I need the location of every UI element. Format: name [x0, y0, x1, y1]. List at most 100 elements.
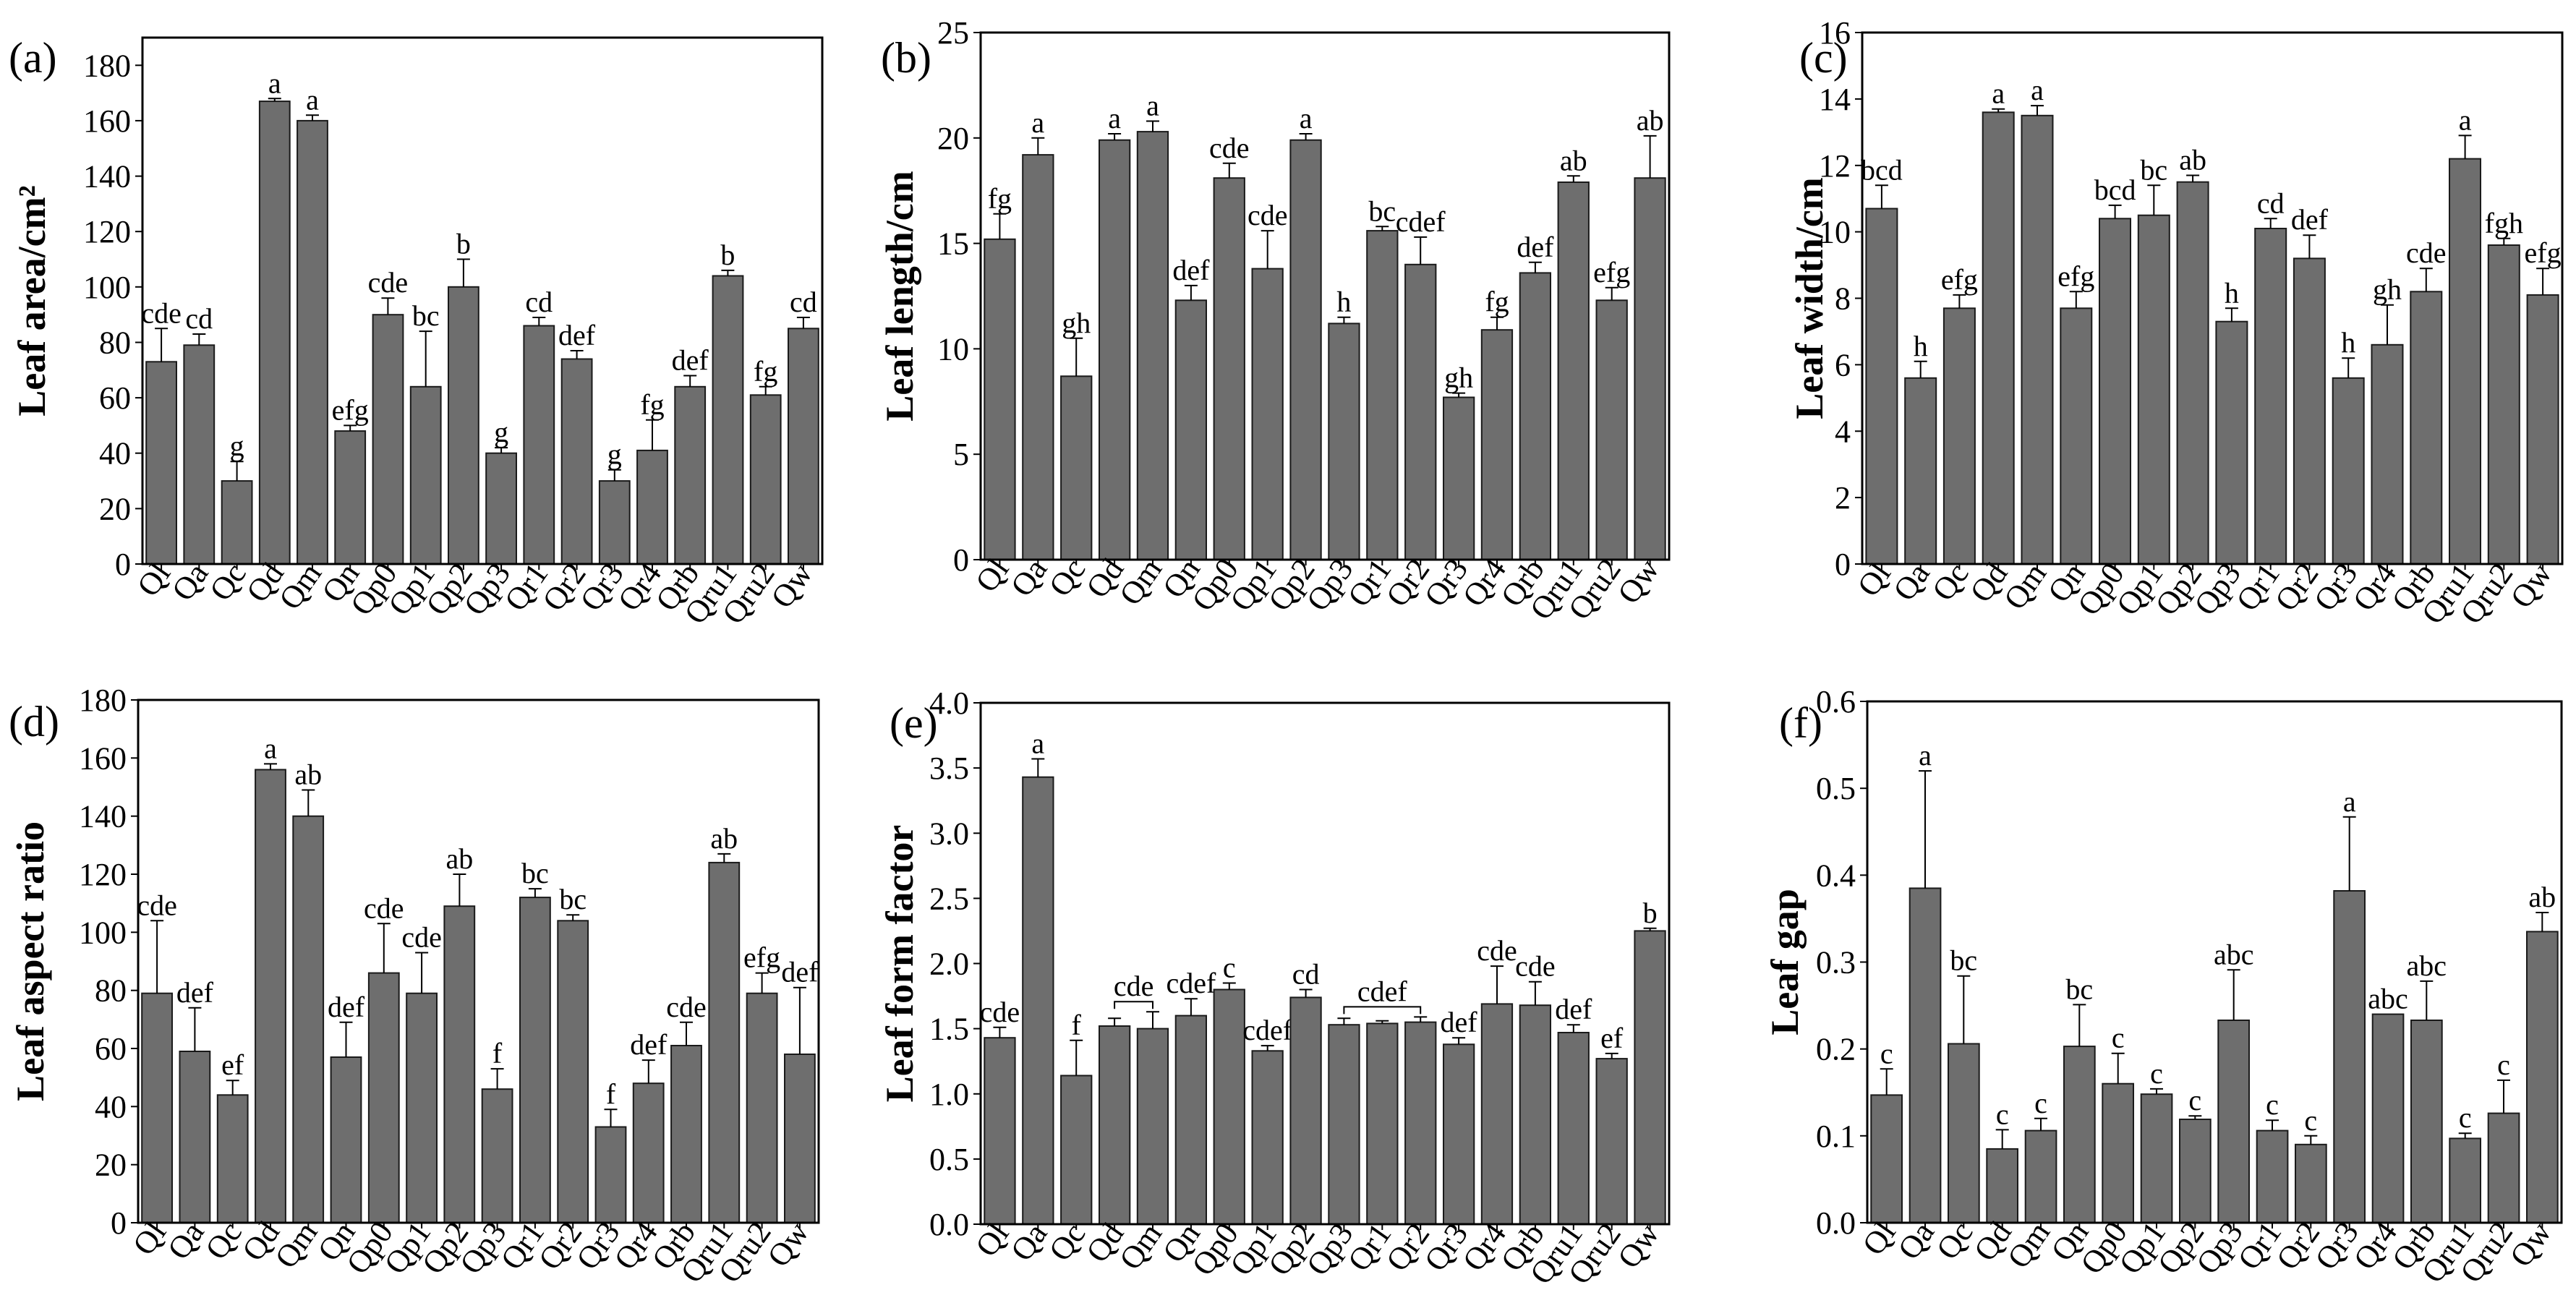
- significance-letter: cd: [2257, 187, 2285, 219]
- bar-Qrb: [670, 1045, 702, 1223]
- y-tick-label: 1.5: [929, 1012, 969, 1047]
- bar-Qp1: [2137, 214, 2170, 565]
- bar-Qr1: [2254, 228, 2287, 565]
- significance-letter: cd: [1292, 958, 1320, 991]
- y-tick-label: 20: [937, 121, 969, 156]
- y-axis-title: Leaf gap: [1763, 889, 1807, 1035]
- bar-Qru1: [2449, 1137, 2482, 1224]
- significance-letter: cde: [666, 991, 707, 1023]
- bar-Qr2: [560, 358, 593, 565]
- significance-letter: def: [672, 344, 709, 377]
- bar-Qp0: [372, 314, 404, 565]
- y-tick-label: 0: [115, 547, 131, 582]
- bar-Qr4: [2371, 343, 2404, 565]
- significance-letter: a: [2459, 103, 2472, 136]
- y-tick-label: 0: [1835, 547, 1851, 582]
- y-tick-label: 80: [95, 973, 127, 1009]
- bar-Qp1: [1251, 1050, 1284, 1226]
- bar-Qru1: [2449, 158, 2481, 565]
- y-tick-label: 3.5: [929, 751, 969, 786]
- x-tick-label: Qw: [764, 556, 819, 614]
- bar-Qw: [2526, 931, 2559, 1224]
- significance-letter: fg: [988, 182, 1012, 215]
- significance-letter: ab: [446, 842, 474, 875]
- y-tick-label: 0.0: [929, 1207, 969, 1242]
- significance-letter: a: [306, 83, 319, 116]
- y-tick-label: 12: [1819, 148, 1851, 184]
- bar-Qru2: [2487, 244, 2520, 565]
- significance-letter: abc: [2407, 949, 2447, 982]
- significance-letter: cd: [790, 286, 817, 318]
- significance-letter: ab: [710, 822, 738, 855]
- significance-letter: cde: [980, 996, 1020, 1028]
- significance-letter: cdef: [1242, 1014, 1293, 1046]
- y-tick-label: 160: [83, 103, 131, 139]
- bar-Qn: [334, 430, 367, 565]
- y-tick-label: 2.0: [929, 947, 969, 982]
- significance-letter: def: [630, 1028, 668, 1061]
- bar-Qa: [1908, 887, 1942, 1224]
- bar-Qm: [2024, 1129, 2057, 1223]
- y-tick-label: 140: [83, 159, 131, 195]
- bar-Ql: [141, 992, 173, 1223]
- y-tick-label: 160: [79, 740, 127, 776]
- y-tick-label: 0.5: [929, 1142, 969, 1177]
- significance-letter: def: [1172, 254, 1210, 286]
- y-axis-title: Leaf area/cm²: [10, 185, 54, 416]
- y-tick-label: 15: [937, 226, 969, 262]
- significance-letter: def: [781, 956, 819, 988]
- significance-letter: ab: [2528, 881, 2556, 913]
- bar-Qrb: [1519, 272, 1551, 560]
- y-tick-label: 25: [937, 15, 969, 51]
- significance-letter: cde: [368, 266, 409, 299]
- significance-letter: fg: [754, 355, 777, 388]
- significance-letter: c: [2304, 1104, 2317, 1137]
- bar-Qp0: [2102, 1082, 2135, 1223]
- y-tick-label: 20: [95, 1148, 127, 1183]
- bar-Qp3: [1328, 322, 1360, 560]
- bar-Qc: [1948, 1043, 1980, 1223]
- bar-Qa: [179, 1051, 211, 1223]
- significance-letter: cde: [1477, 934, 1517, 967]
- significance-letter: bc: [521, 857, 549, 889]
- bar-Qr2: [2293, 257, 2326, 565]
- bar-Qrb: [2410, 1020, 2443, 1223]
- significance-letter: cd: [185, 302, 213, 335]
- y-tick-label: 0: [111, 1205, 127, 1241]
- bar-Qc: [1060, 1075, 1093, 1225]
- bar-Qn: [1174, 1014, 1207, 1225]
- bar-Qr3: [2333, 890, 2366, 1223]
- bar-Qa: [183, 344, 216, 565]
- significance-letter: cde: [364, 892, 404, 924]
- significance-letter: ab: [294, 759, 322, 791]
- bar-Qn: [1174, 299, 1207, 560]
- significance-letter: efg: [2057, 260, 2094, 292]
- panel-label: (a): [9, 34, 57, 82]
- bar-Qr3: [1443, 396, 1475, 560]
- bar-Qr4: [1480, 1003, 1514, 1226]
- group-bracket: [1114, 1001, 1153, 1009]
- bar-Qp3: [2215, 320, 2248, 565]
- bar-Qr1: [1366, 1022, 1399, 1226]
- significance-letter: c: [2150, 1057, 2163, 1090]
- y-tick-label: 40: [99, 436, 131, 471]
- bar-Qn: [2063, 1046, 2096, 1223]
- y-tick-label: 8: [1835, 281, 1851, 317]
- significance-letter: ef: [221, 1048, 244, 1081]
- bar-Qn: [330, 1056, 362, 1223]
- y-tick-label: 0.0: [1816, 1205, 1856, 1241]
- bar-Qm: [1136, 131, 1169, 561]
- significance-letter: fgh: [2485, 207, 2523, 239]
- significance-letter: c: [2112, 1022, 2125, 1054]
- significance-letter: a: [1992, 77, 2005, 110]
- bar-Qp3: [481, 1088, 513, 1223]
- significance-letter: bc: [559, 883, 587, 915]
- bar-Ql: [1865, 208, 1898, 565]
- y-axis-title: Leaf aspect ratio: [9, 821, 52, 1101]
- x-tick-label: Qw: [1611, 1216, 1666, 1274]
- y-tick-label: 2: [1835, 480, 1851, 516]
- significance-letter: efg: [743, 941, 780, 974]
